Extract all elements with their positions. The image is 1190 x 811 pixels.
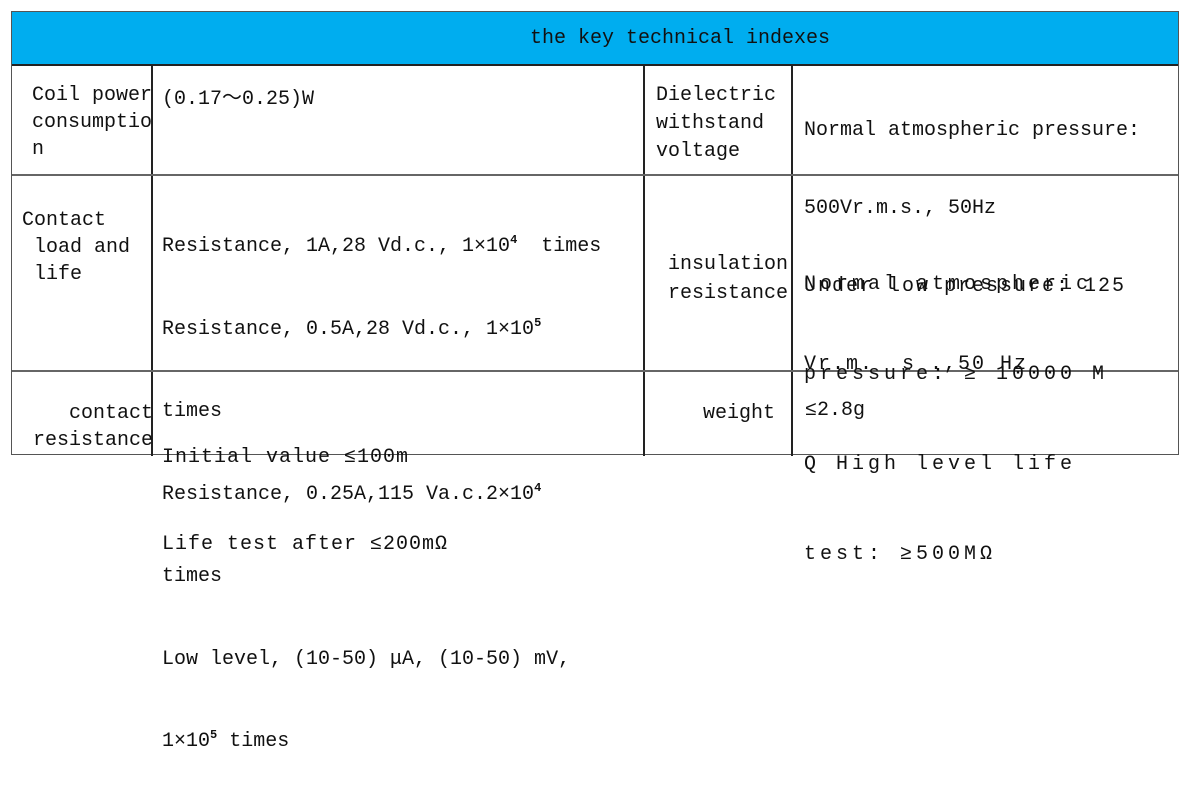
value-line: Initial value ≤100m: [162, 446, 410, 469]
row-label-contact-resistance: contact resistance: [32, 402, 153, 452]
divider: [791, 66, 793, 456]
row-label-coil-power: Coil power consumptio n: [32, 84, 153, 161]
row-value-weight: ≤2.8g: [805, 399, 866, 422]
technical-indexes-table: the key technical indexes Coil power con…: [11, 11, 1179, 753]
row-label-weight: weight: [702, 402, 775, 425]
value-line: 1×105 times: [162, 728, 290, 753]
value-line: Normal atmospheric: [804, 273, 1093, 296]
value-line: Resistance, 1A,28 Vd.c., 1×104 times: [162, 233, 602, 258]
value-line: 500Vr.m.s., 50Hz: [804, 197, 997, 220]
value-line: pressure: ≥ 10000 M: [804, 363, 1109, 386]
value-line: Low level, (10-50) μA, (10-50) mV,: [162, 647, 571, 671]
divider: [12, 174, 1178, 176]
divider: [12, 370, 1178, 372]
value-line: times: [162, 400, 223, 423]
value-line: test: ≥500MΩ: [804, 543, 997, 566]
row-value-coil-power: (0.17～0.25)W: [162, 88, 315, 111]
row-value-contact-resistance: Initial value ≤100m Life test after ≤200…: [162, 385, 644, 617]
row-label-dielectric: Dielectric withstand voltage: [656, 84, 777, 163]
table-title-text: the key technical indexes: [529, 26, 831, 50]
row-label-insulation: insulation resistance: [667, 253, 788, 305]
table-title: the key technical indexes: [12, 12, 1178, 66]
value-line: Resistance, 0.5A,28 Vd.c., 1×105: [162, 315, 542, 341]
value-line: Q High level life: [804, 453, 1077, 476]
value-line: Normal atmospheric pressure:: [804, 119, 1141, 142]
value-line: Vr.m. s .,50 Hz: [804, 353, 1029, 376]
divider: [643, 66, 645, 456]
row-label-contact-load: Contact load and life: [22, 209, 131, 286]
row-value-dielectric: Normal atmospheric pressure: 500Vr.m.s.,…: [804, 66, 1179, 430]
value-line: Under low pressure: 125: [804, 275, 1127, 298]
divider: [151, 66, 153, 456]
value-line: Life test after ≤200mΩ: [162, 533, 449, 556]
